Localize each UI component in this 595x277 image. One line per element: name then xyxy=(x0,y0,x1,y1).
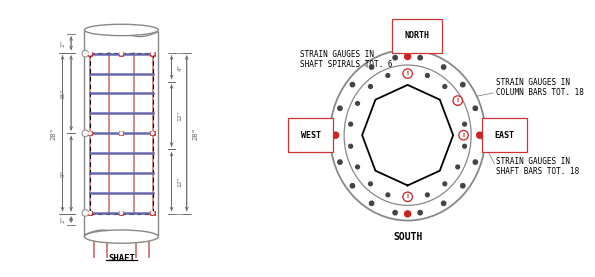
Circle shape xyxy=(406,197,409,201)
Circle shape xyxy=(418,211,422,215)
Circle shape xyxy=(333,133,338,137)
Circle shape xyxy=(120,212,123,214)
Circle shape xyxy=(349,122,353,126)
Circle shape xyxy=(441,65,446,69)
Text: EAST: EAST xyxy=(494,131,514,140)
Text: 2": 2" xyxy=(61,216,65,223)
Text: SOUTH: SOUTH xyxy=(393,232,422,242)
Text: STRAIN GAUGES IN
SHAFT BARS TOT. 18: STRAIN GAUGES IN SHAFT BARS TOT. 18 xyxy=(496,157,579,176)
Bar xyxy=(119,131,124,135)
Bar xyxy=(119,52,124,56)
Text: 4": 4" xyxy=(177,63,182,71)
Circle shape xyxy=(349,144,353,148)
Circle shape xyxy=(461,184,465,188)
Circle shape xyxy=(350,83,355,87)
Text: WEST: WEST xyxy=(301,131,321,140)
Text: STRAIN GAUGES IN
SHAFT SPIRALS TOT. 6: STRAIN GAUGES IN SHAFT SPIRALS TOT. 6 xyxy=(300,50,392,69)
Bar xyxy=(88,52,92,56)
Ellipse shape xyxy=(84,230,158,243)
Ellipse shape xyxy=(84,24,158,36)
Circle shape xyxy=(89,212,92,214)
Circle shape xyxy=(368,85,372,88)
Circle shape xyxy=(386,74,390,77)
Circle shape xyxy=(418,55,422,60)
Circle shape xyxy=(368,182,372,186)
Circle shape xyxy=(406,70,409,74)
Text: I: I xyxy=(406,194,409,199)
Circle shape xyxy=(369,201,374,206)
Circle shape xyxy=(443,182,447,186)
Text: NORTH: NORTH xyxy=(405,31,430,40)
Text: SHAFT: SHAFT xyxy=(108,254,135,263)
Bar xyxy=(151,131,155,135)
Text: 28": 28" xyxy=(51,127,57,140)
Circle shape xyxy=(151,212,154,214)
Circle shape xyxy=(82,210,89,216)
Circle shape xyxy=(350,184,355,188)
Circle shape xyxy=(369,65,374,69)
Circle shape xyxy=(356,102,359,105)
Text: 2": 2" xyxy=(61,40,65,47)
Text: I: I xyxy=(457,98,459,103)
Bar xyxy=(88,211,92,215)
Circle shape xyxy=(461,83,465,87)
Bar xyxy=(151,52,155,56)
Circle shape xyxy=(478,133,482,137)
Circle shape xyxy=(89,132,92,135)
Circle shape xyxy=(459,130,468,140)
Ellipse shape xyxy=(330,50,486,220)
Circle shape xyxy=(386,193,390,197)
Circle shape xyxy=(151,52,154,55)
Circle shape xyxy=(443,85,447,88)
Bar xyxy=(151,211,155,215)
Circle shape xyxy=(356,165,359,169)
Circle shape xyxy=(453,96,462,105)
Circle shape xyxy=(441,201,446,206)
Circle shape xyxy=(403,69,412,78)
Circle shape xyxy=(338,160,342,164)
Circle shape xyxy=(425,74,430,77)
Circle shape xyxy=(473,106,478,111)
Text: 15": 15" xyxy=(61,87,65,99)
Circle shape xyxy=(151,132,154,135)
Circle shape xyxy=(403,192,412,202)
Text: I: I xyxy=(462,133,465,138)
Circle shape xyxy=(405,53,411,60)
Circle shape xyxy=(338,106,342,111)
Bar xyxy=(119,211,124,215)
Circle shape xyxy=(120,52,123,55)
Text: 12": 12" xyxy=(177,176,182,187)
Circle shape xyxy=(425,193,430,197)
Ellipse shape xyxy=(344,65,471,205)
Circle shape xyxy=(463,122,466,126)
Circle shape xyxy=(473,160,478,164)
Circle shape xyxy=(463,144,466,148)
Text: 28": 28" xyxy=(192,127,199,140)
Text: 12": 12" xyxy=(177,110,182,121)
Circle shape xyxy=(82,130,89,137)
Text: I: I xyxy=(406,71,409,76)
Circle shape xyxy=(405,211,411,217)
Circle shape xyxy=(477,132,483,138)
Circle shape xyxy=(393,211,397,215)
Circle shape xyxy=(393,55,397,60)
Circle shape xyxy=(120,132,123,135)
Circle shape xyxy=(456,102,459,105)
Text: 9": 9" xyxy=(61,170,65,177)
Circle shape xyxy=(333,132,339,138)
Text: STRAIN GAUGES IN
COLUMN BARS TOT. 18: STRAIN GAUGES IN COLUMN BARS TOT. 18 xyxy=(496,78,584,98)
Bar xyxy=(88,131,92,135)
Circle shape xyxy=(456,165,459,169)
Circle shape xyxy=(82,50,89,57)
Circle shape xyxy=(89,52,92,55)
